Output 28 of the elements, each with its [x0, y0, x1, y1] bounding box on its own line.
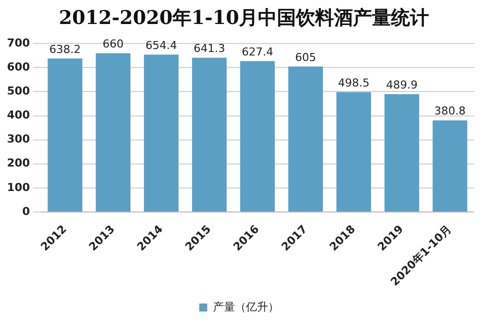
bar [144, 54, 179, 212]
y-tick-label: 600 [6, 60, 30, 74]
data-label: 605 [295, 50, 316, 64]
bar [336, 92, 372, 212]
y-tick-label: 400 [6, 108, 30, 122]
data-label: 498.5 [338, 76, 370, 90]
y-tick-label: 300 [6, 132, 30, 146]
data-label: 489.9 [386, 78, 418, 92]
bar [432, 120, 468, 212]
legend-label: 产量（亿升） [212, 300, 279, 314]
bar [192, 58, 227, 212]
y-tick-label: 100 [6, 180, 30, 194]
data-label: 654.4 [146, 38, 177, 52]
bar [384, 94, 420, 212]
bar [96, 53, 130, 212]
bar [48, 58, 82, 212]
data-label: 660 [102, 38, 124, 51]
y-tick-label: 500 [6, 84, 30, 98]
bar [240, 61, 275, 212]
data-label: 627.4 [242, 45, 274, 58]
data-label: 641.3 [194, 42, 226, 56]
chart-title: 2012-2020年1-10月中国饮料酒产量统计 [58, 6, 430, 31]
bar [288, 66, 323, 212]
data-label: 638.2 [49, 42, 81, 56]
y-tick-label: 700 [6, 36, 30, 50]
y-tick-label: 200 [6, 156, 30, 170]
data-label: 380.8 [434, 104, 466, 118]
y-tick-label: 0 [22, 204, 30, 218]
